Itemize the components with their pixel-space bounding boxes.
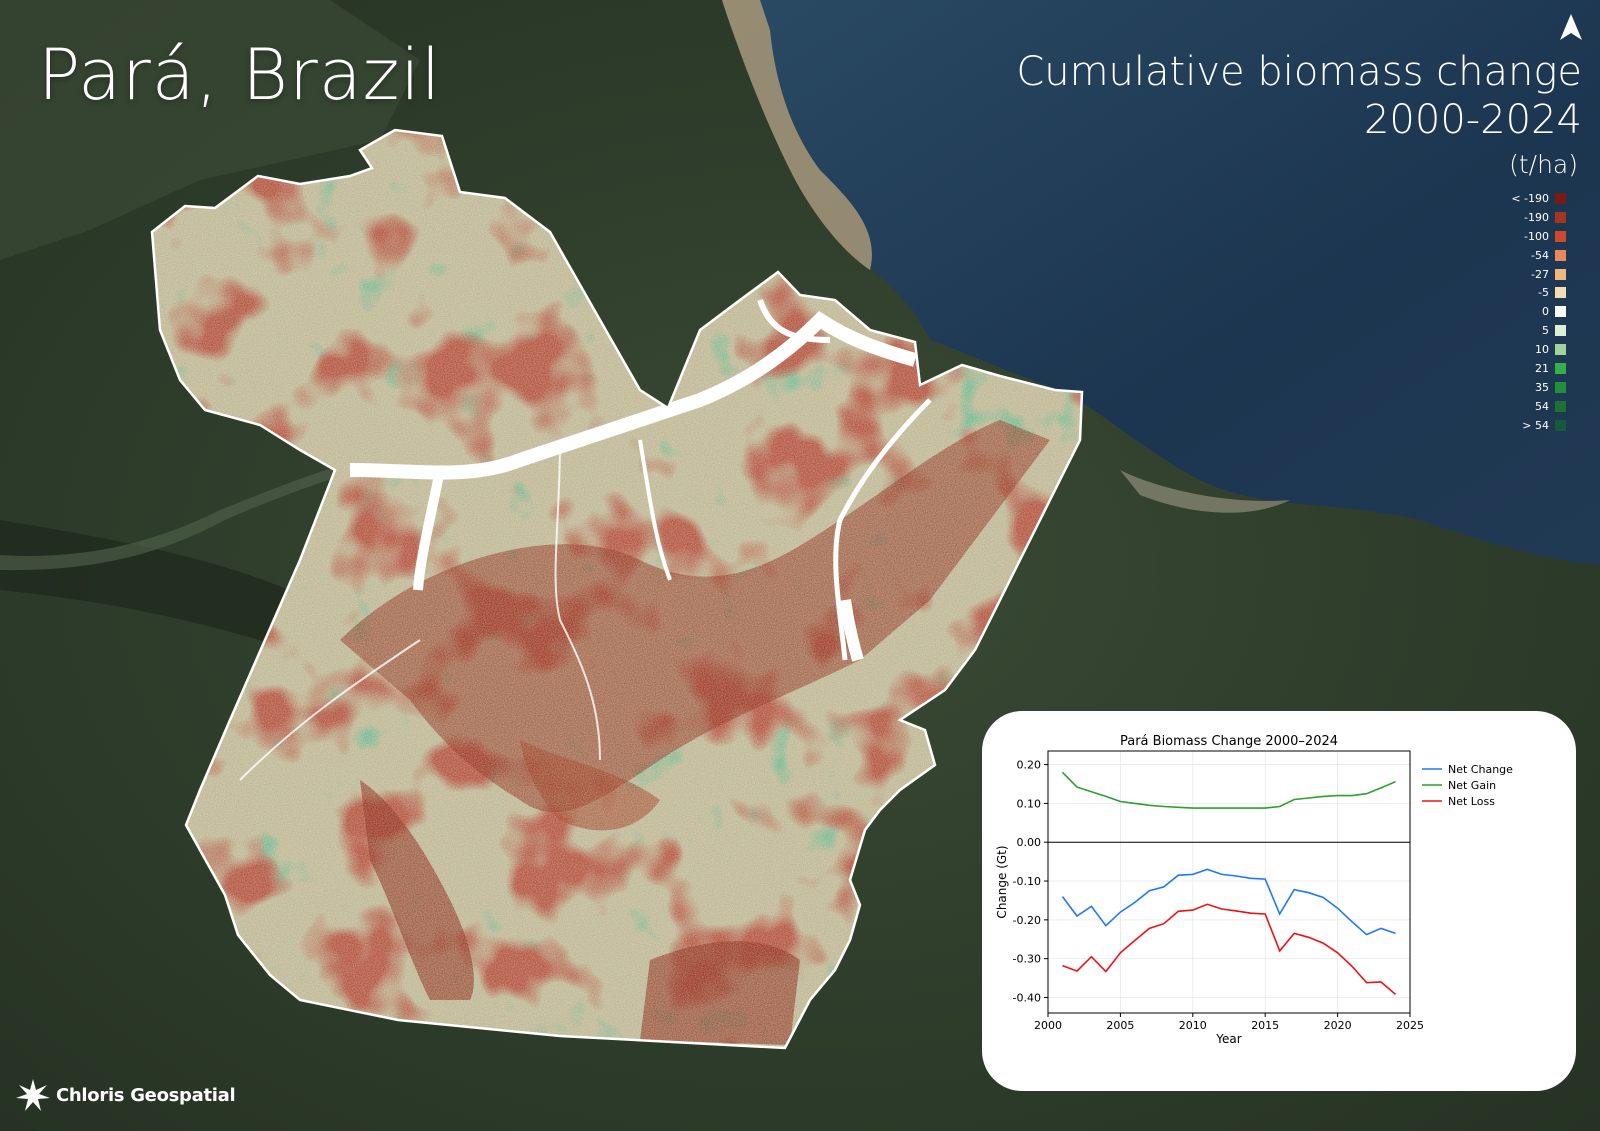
legend-item-label: 54 [1535,399,1549,413]
legend-swatch [1555,344,1566,356]
legend-item-label: 10 [1535,343,1549,357]
legend-item: -5 [1476,283,1566,302]
chart-panel: Pará Biomass Change 2000–2024 Year Chang… [982,711,1576,1091]
series-line-net-change [1061,868,1396,936]
x-tick-label: 2020 [1324,1019,1352,1032]
map-title: Pará, Brazil [38,34,442,116]
x-tick-label: 2000 [1034,1019,1062,1032]
legend-item: -100 [1476,227,1566,246]
legend-item-label: -54 [1531,248,1549,262]
legend-item: 54 [1476,397,1566,416]
legend-item-label: 0 [1542,305,1549,319]
legend-swatch [1555,287,1566,299]
subtitle-line-2: 2000-2024 [1363,97,1582,143]
legend-item-label: 35 [1535,380,1549,394]
y-tick-label: 0.10 [1017,797,1042,810]
logo-text: Chloris Geospatial [56,1084,236,1106]
legend-swatch [1555,211,1566,223]
north-arrow-icon [1560,14,1582,40]
legend-item: 5 [1476,321,1566,340]
legend-item: -54 [1476,246,1566,265]
chloris-logo-icon [16,1079,50,1111]
legend-item-label: > 54 [1522,418,1549,432]
legend-item-label: 5 [1542,324,1549,338]
plot-frame [1047,750,1411,1014]
x-tick-label: 2015 [1251,1019,1279,1032]
chart-x-axis-label: Year [1215,1032,1241,1046]
legend-swatch [1555,230,1566,242]
y-tick-label: 0.00 [1017,836,1042,849]
legend-item: 21 [1476,359,1566,378]
legend-item: < -190 [1476,189,1566,208]
x-tick-label: 2010 [1179,1019,1207,1032]
y-tick-label: 0.20 [1017,759,1042,772]
legend-item: > 54 [1476,416,1566,435]
legend-item-label: -5 [1538,286,1549,300]
chart-legend-label: Net Gain [1448,779,1496,792]
subtitle-line-1: Cumulative biomass change [1016,49,1582,95]
chart-legend-label: Net Loss [1448,795,1495,808]
legend-swatch [1555,362,1566,374]
y-tick-label: -0.10 [1013,875,1041,888]
legend-item-label: < -190 [1511,191,1549,205]
legend-item-label: -190 [1524,210,1549,224]
legend: < -190 -190 -100 -54 -27 -5 0 5 10 21 35 54 > 54 [1476,189,1566,435]
legend-swatch [1555,325,1566,337]
legend-swatch [1555,381,1566,393]
legend-item: 35 [1476,378,1566,397]
biomass-change-chart: Pará Biomass Change 2000–2024 Year Chang… [995,734,1513,1046]
y-tick-label: -0.30 [1013,953,1041,966]
legend-item: -190 [1476,208,1566,227]
legend-item: 0 [1476,302,1566,321]
legend-unit: (t/ha) [1509,150,1578,179]
legend-swatch [1555,419,1566,431]
x-tick-label: 2025 [1396,1019,1424,1032]
legend-swatch [1555,192,1566,204]
legend-item-label: -100 [1524,229,1549,243]
legend-item: -27 [1476,265,1566,284]
chart-legend-label: Net Change [1448,763,1513,776]
legend-item-label: -27 [1531,267,1549,281]
map-subtitle: Cumulative biomass change 2000-2024 [1016,48,1582,144]
y-tick-label: -0.40 [1013,991,1041,1004]
legend-swatch [1555,400,1566,412]
chart-y-axis-label: Change (Gt) [995,845,1009,918]
y-tick-label: -0.20 [1013,914,1041,927]
legend-swatch [1555,268,1566,280]
chloris-logo: Chloris Geospatial [16,1079,236,1111]
x-tick-label: 2005 [1106,1019,1134,1032]
chart-title: Pará Biomass Change 2000–2024 [1120,734,1338,749]
legend-swatch [1555,306,1566,318]
legend-item-label: 21 [1535,361,1549,375]
series-line-net-gain [1061,771,1396,809]
legend-swatch [1555,249,1566,261]
series-line-net-loss [1062,903,1397,996]
legend-item: 10 [1476,340,1566,359]
